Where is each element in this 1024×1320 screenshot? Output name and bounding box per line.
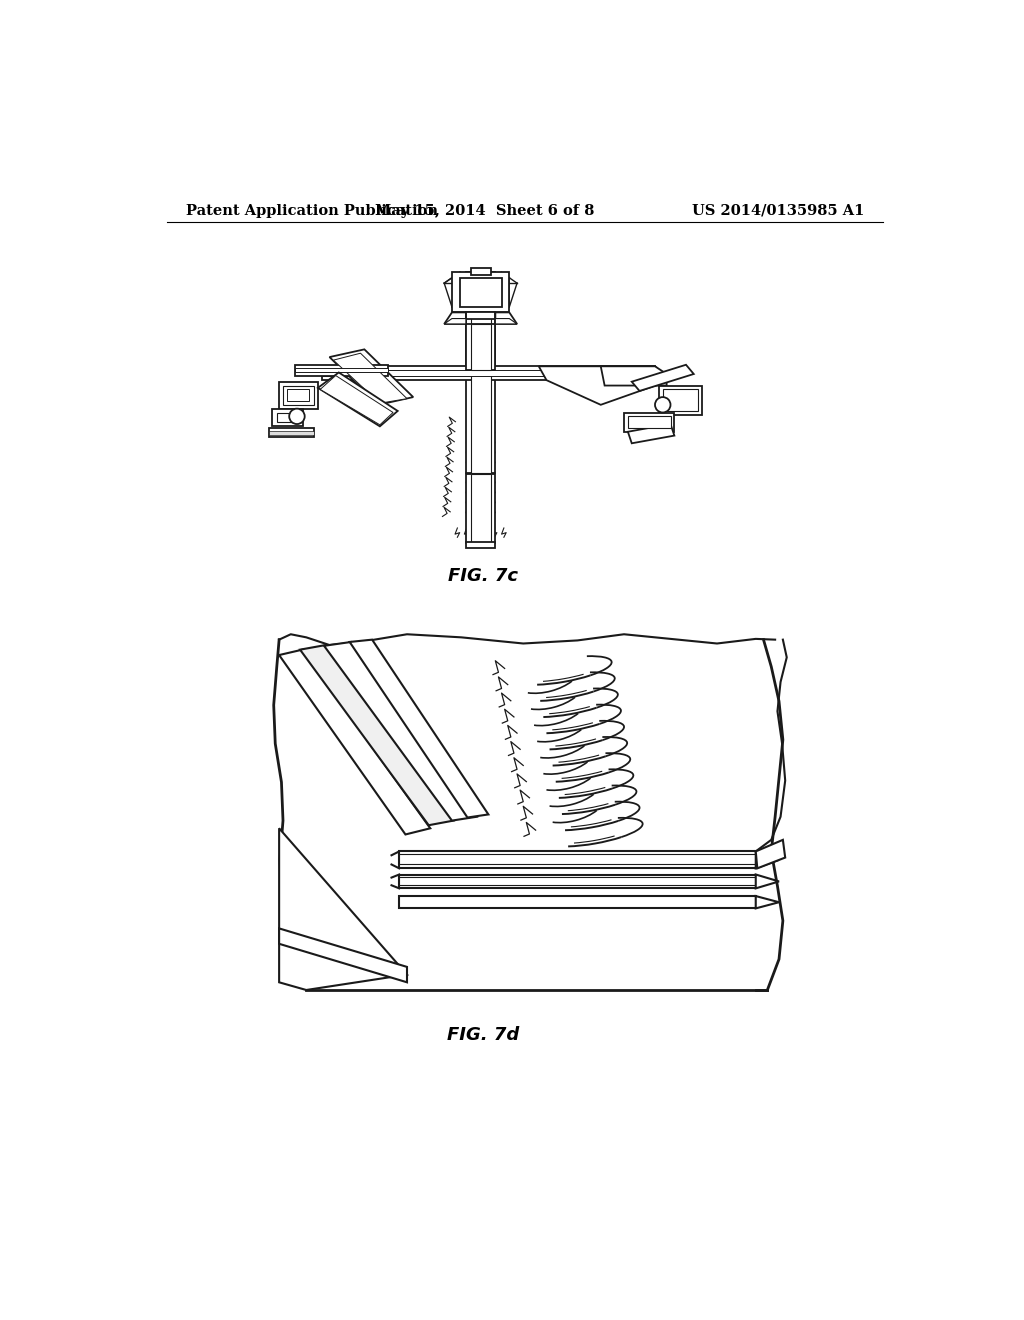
Bar [466,323,496,370]
Bar [663,389,697,411]
Bar [269,428,314,437]
Polygon shape [349,640,488,817]
Polygon shape [756,851,779,869]
Polygon shape [601,367,667,385]
Polygon shape [756,840,785,869]
Bar [280,381,317,409]
Bar [471,272,490,473]
Polygon shape [317,372,397,426]
Bar [399,851,756,869]
Bar [658,385,701,414]
Text: US 2014/0135985 A1: US 2014/0135985 A1 [692,203,864,218]
Bar [466,272,496,473]
Polygon shape [756,896,779,908]
Bar [322,370,655,376]
Polygon shape [628,424,675,444]
Polygon shape [324,642,477,821]
Polygon shape [300,645,454,825]
Polygon shape [632,364,693,391]
Bar [466,474,496,544]
Polygon shape [496,313,517,323]
Bar [399,854,756,863]
Bar [322,367,655,380]
Polygon shape [444,318,466,323]
Polygon shape [496,318,517,323]
Bar [283,385,314,405]
Bar [276,412,299,422]
Bar [399,876,756,884]
Text: May 15, 2014  Sheet 6 of 8: May 15, 2014 Sheet 6 of 8 [375,203,594,218]
Bar [628,416,671,428]
Bar [624,412,675,432]
Polygon shape [280,649,430,834]
Polygon shape [756,874,779,888]
Text: Patent Application Publication: Patent Application Publication [186,203,438,218]
Polygon shape [334,354,407,404]
Polygon shape [280,928,407,982]
Circle shape [655,397,671,413]
Polygon shape [330,350,414,405]
Polygon shape [539,367,671,405]
Bar [471,268,490,276]
Polygon shape [444,313,466,323]
Bar [471,474,490,544]
Bar [471,323,490,370]
Polygon shape [466,313,496,318]
Bar [295,368,388,372]
Text: FIG. 7c: FIG. 7c [447,566,518,585]
Bar [466,543,496,548]
Bar [295,364,388,376]
Bar [399,874,756,888]
Bar [287,389,308,401]
Bar [272,409,303,425]
Bar [399,896,756,908]
Bar [452,272,509,313]
Bar [460,277,502,308]
Text: FIG. 7d: FIG. 7d [446,1026,519,1044]
Circle shape [289,409,305,424]
Polygon shape [321,376,393,425]
Bar [269,430,314,434]
Polygon shape [280,829,407,990]
